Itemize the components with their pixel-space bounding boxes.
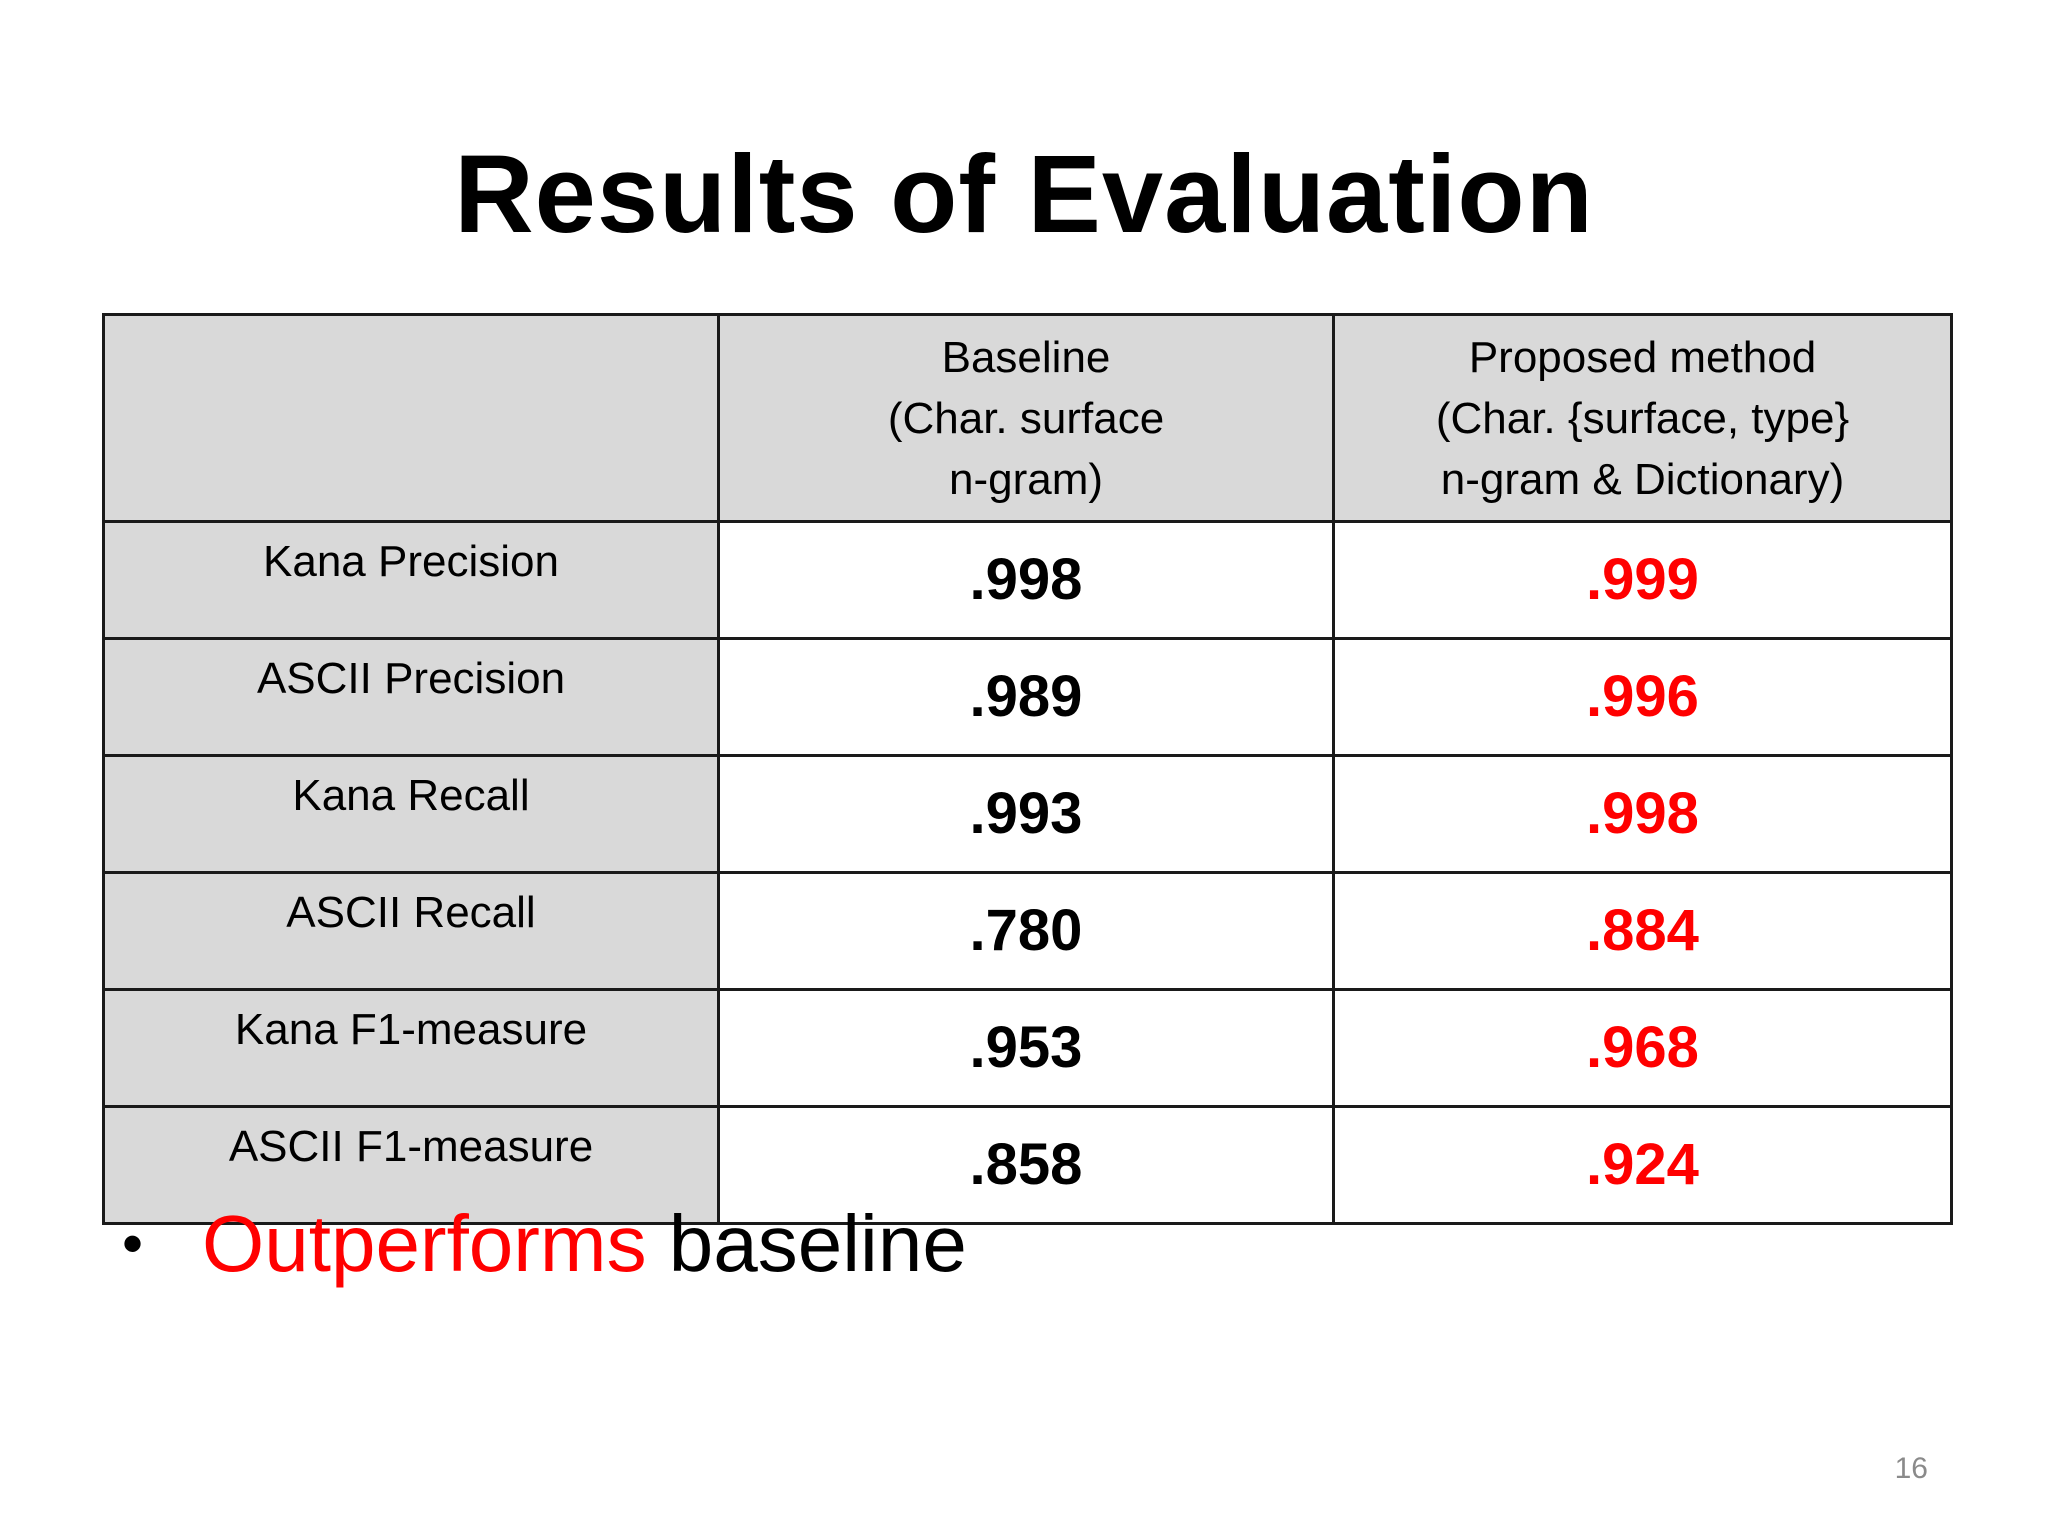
table-row: Kana Precision .998 .999 [102, 520, 1953, 640]
bullet-highlight-text: Outperforms [202, 1199, 647, 1288]
baseline-value: .998 [717, 520, 1335, 640]
table-row: Kana F1-measure .953 .968 [102, 988, 1953, 1108]
proposed-value: .998 [1332, 754, 1953, 874]
results-table: Baseline (Char. surface n-gram) Proposed… [102, 313, 1953, 1225]
header-proposed-line-1: Proposed method [1468, 332, 1817, 382]
baseline-value: .780 [717, 871, 1335, 991]
header-metric-cell [102, 313, 720, 523]
header-proposed-line-2: (Char. {surface, type} [1435, 393, 1850, 443]
proposed-value: .999 [1332, 520, 1953, 640]
header-baseline-cell: Baseline (Char. surface n-gram) [717, 313, 1335, 523]
bullet-icon: • [122, 1210, 144, 1277]
header-baseline-line-3: n-gram) [948, 454, 1104, 504]
header-proposed-cell: Proposed method (Char. {surface, type} n… [1332, 313, 1953, 523]
header-baseline-line-1: Baseline [941, 332, 1111, 382]
metric-label: Kana Recall [102, 754, 720, 874]
baseline-value: .993 [717, 754, 1335, 874]
table-row: ASCII Recall .780 .884 [102, 871, 1953, 991]
metric-label: ASCII Precision [102, 637, 720, 757]
header-proposed-line-3: n-gram & Dictionary) [1440, 454, 1845, 504]
conclusion-bullet: • Outperforms baseline [122, 1196, 967, 1292]
baseline-value: .858 [717, 1105, 1335, 1225]
proposed-value: .968 [1332, 988, 1953, 1108]
table-row: ASCII Precision .989 .996 [102, 637, 1953, 757]
proposed-value: .924 [1332, 1105, 1953, 1225]
proposed-value: .884 [1332, 871, 1953, 991]
metric-label: ASCII F1-measure [102, 1105, 720, 1225]
page-number: 16 [1894, 1452, 1928, 1485]
table-row: Kana Recall .993 .998 [102, 754, 1953, 874]
table-header-row: Baseline (Char. surface n-gram) Proposed… [102, 313, 1953, 523]
baseline-value: .989 [717, 637, 1335, 757]
metric-label: Kana Precision [102, 520, 720, 640]
bullet-rest-text: baseline [646, 1199, 967, 1288]
header-baseline-line-2: (Char. surface [887, 393, 1165, 443]
slide-title: Results of Evaluation [454, 133, 1594, 256]
metric-label: ASCII Recall [102, 871, 720, 991]
proposed-value: .996 [1332, 637, 1953, 757]
table-row: ASCII F1-measure .858 .924 [102, 1105, 1953, 1225]
baseline-value: .953 [717, 988, 1335, 1108]
metric-label: Kana F1-measure [102, 988, 720, 1108]
